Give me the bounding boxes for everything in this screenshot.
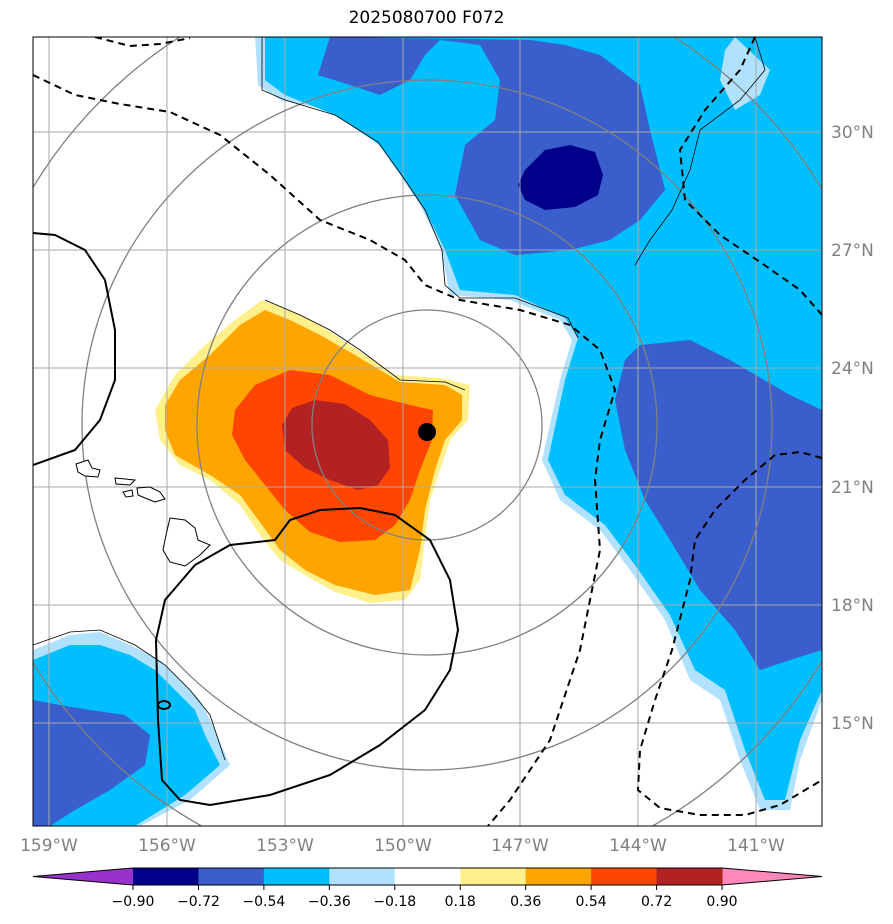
- lon-axis: 159°W 156°W 153°W 150°W 147°W 144°W 141°…: [20, 836, 785, 856]
- colorbar-tick-label: 0.54: [576, 894, 607, 910]
- colorbar-segment: [460, 868, 527, 885]
- colorbar-segment: [394, 868, 461, 885]
- colorbar-tick-label: −0.90: [112, 894, 155, 910]
- colorbar-segment: [263, 868, 330, 885]
- lon-label: 150°W: [374, 836, 432, 856]
- dashed-contours: [33, 37, 822, 826]
- anomaly-neg1-sw: [33, 700, 150, 826]
- graticule: [33, 37, 822, 826]
- colorbar-segment: [591, 868, 658, 885]
- colorbar: −0.90 −0.72 −0.54 −0.36 −0.18 0.18 0.36 0.54 0.7…: [32, 867, 823, 910]
- anomaly-neg1-north-corner: [720, 37, 770, 110]
- map-plot-area: [33, 37, 822, 826]
- lat-label: 18°N: [831, 596, 874, 616]
- lat-axis: 30°N 27°N 24°N 21°N 18°N 15°N: [831, 123, 874, 734]
- lat-label: 30°N: [831, 123, 874, 143]
- colorbar-segment: [656, 868, 723, 885]
- storm-center-marker: [418, 423, 436, 441]
- lat-label: 21°N: [831, 478, 874, 498]
- colorbar-segment: [525, 868, 592, 885]
- lon-label: 153°W: [256, 836, 314, 856]
- colorbar-tick-label: 0.90: [706, 894, 737, 910]
- colorbar-tick-label: −0.36: [308, 894, 351, 910]
- colorbar-tick-label: 0.36: [510, 894, 541, 910]
- colorbar-segment: [133, 868, 199, 885]
- thin-contours: [33, 37, 766, 761]
- colorbar-extend-low: [33, 868, 133, 885]
- colorbar-tick-label: 0.72: [641, 894, 672, 910]
- anomaly-neg2-core: [518, 145, 603, 210]
- anomaly-neg1-east: [615, 340, 822, 670]
- lat-label: 15°N: [831, 714, 874, 734]
- anomaly-pos3: [282, 400, 390, 490]
- anomaly-neg0-north: [265, 37, 822, 800]
- range-rings: [33, 37, 822, 826]
- colorbar-tick-label: −0.72: [177, 894, 220, 910]
- colorbar-tick-label: −0.54: [242, 894, 285, 910]
- colorbar-segment: [198, 868, 265, 885]
- colorbar-segment: [329, 868, 396, 885]
- islands: [75, 459, 211, 567]
- lat-label: 24°N: [831, 359, 874, 379]
- lon-label: 144°W: [609, 836, 667, 856]
- lon-label: 156°W: [138, 836, 196, 856]
- solid-contours: [33, 232, 460, 807]
- lon-label: 159°W: [20, 836, 78, 856]
- map-title: 2025080700 F072: [348, 8, 505, 28]
- map-frame: [32, 36, 823, 827]
- lon-label: 141°W: [727, 836, 785, 856]
- lat-label: 27°N: [831, 241, 874, 261]
- colorbar-tick-label: −0.18: [373, 894, 416, 910]
- colorbar-extend-high: [722, 868, 822, 885]
- lon-label: 147°W: [491, 836, 549, 856]
- colorbar-tick-label: 0.18: [445, 894, 476, 910]
